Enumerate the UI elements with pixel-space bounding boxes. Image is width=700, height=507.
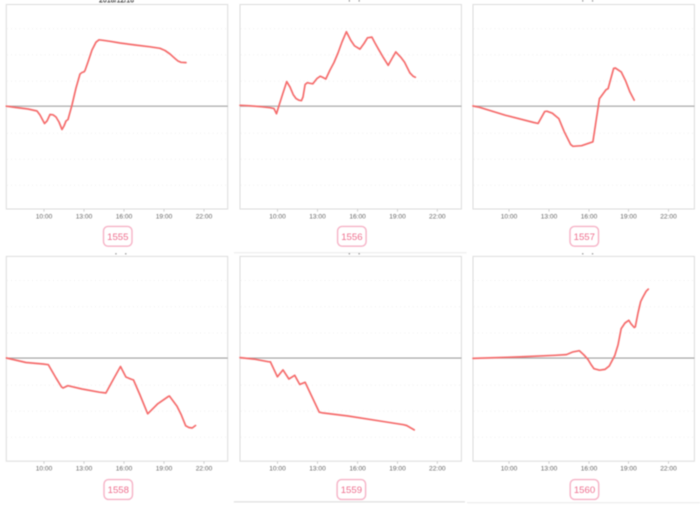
svg-text:10:00: 10:00 <box>501 465 518 472</box>
svg-text:13:00: 13:00 <box>541 213 558 220</box>
svg-text:10:00: 10:00 <box>36 213 53 220</box>
svg-text:1560: 1560 <box>574 485 595 496</box>
svg-text:10:00: 10:00 <box>269 213 286 220</box>
svg-text:13:00: 13:00 <box>309 465 326 472</box>
svg-text:22:00: 22:00 <box>196 465 213 472</box>
svg-text:16:00: 16:00 <box>581 213 598 220</box>
svg-text:16:00: 16:00 <box>349 213 366 220</box>
svg-text:16:00: 16:00 <box>116 213 133 220</box>
svg-text:16:00: 16:00 <box>349 465 366 472</box>
svg-text:16:00: 16:00 <box>581 465 598 472</box>
svg-text:1556: 1556 <box>341 232 362 243</box>
svg-text:13:00: 13:00 <box>309 213 326 220</box>
svg-text:10:00: 10:00 <box>269 465 286 472</box>
svg-text:16:00: 16:00 <box>116 465 133 472</box>
svg-text:1558: 1558 <box>108 485 129 496</box>
svg-text:1557: 1557 <box>574 232 595 243</box>
svg-text:13:00: 13:00 <box>541 465 558 472</box>
svg-text:22:00: 22:00 <box>660 213 677 220</box>
svg-text:22:00: 22:00 <box>196 213 213 220</box>
svg-text:19:00: 19:00 <box>156 213 173 220</box>
svg-text:19:00: 19:00 <box>620 465 637 472</box>
svg-text:10:00: 10:00 <box>501 213 518 220</box>
svg-text:22:00: 22:00 <box>429 465 446 472</box>
svg-text:10:00: 10:00 <box>36 465 53 472</box>
svg-text:19:00: 19:00 <box>156 465 173 472</box>
svg-text:19:00: 19:00 <box>389 465 406 472</box>
svg-text:19:00: 19:00 <box>389 213 406 220</box>
svg-text:1555: 1555 <box>107 232 128 243</box>
svg-text:13:00: 13:00 <box>76 213 93 220</box>
svg-text:1559: 1559 <box>341 485 362 496</box>
svg-text:19:00: 19:00 <box>620 213 637 220</box>
svg-text:2018/12/16: 2018/12/16 <box>99 0 134 4</box>
svg-text:13:00: 13:00 <box>76 465 93 472</box>
svg-text:22:00: 22:00 <box>660 465 677 472</box>
svg-text:22:00: 22:00 <box>429 213 446 220</box>
